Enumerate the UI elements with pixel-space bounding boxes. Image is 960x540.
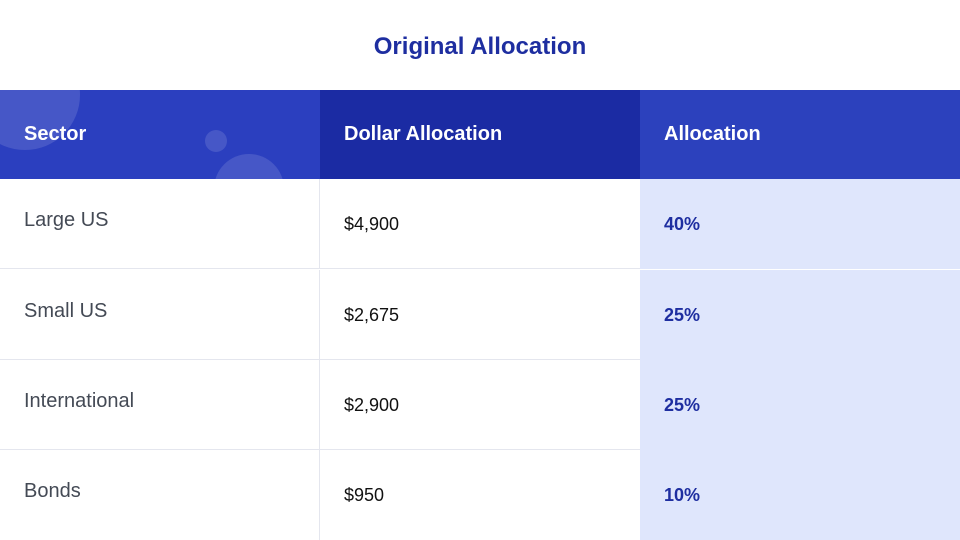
dollar-cell: $4,900	[344, 213, 400, 234]
header-dollar-allocation: Dollar Allocation	[320, 90, 640, 179]
table-header-row: Sector Dollar Allocation Allocation	[0, 90, 960, 179]
sector-cell: Small US	[0, 270, 320, 360]
header-allocation-label: Allocation	[664, 123, 761, 145]
page-title: Original Allocation	[373, 33, 587, 60]
table-row: Large US $4,900 40%	[0, 179, 960, 269]
decorative-circle	[214, 154, 284, 179]
allocation-cell: 10%	[640, 450, 960, 540]
table-row: Small US $2,675 25%	[0, 270, 960, 360]
dollar-cell: $950	[344, 484, 385, 505]
header-sector: Sector	[0, 90, 320, 179]
allocation-cell: 25%	[640, 360, 960, 450]
allocation-cell: 40%	[640, 179, 960, 269]
header-dollar-label: Dollar Allocation	[344, 123, 503, 145]
decorative-circle	[205, 130, 227, 152]
allocation-cell: 25%	[640, 270, 960, 360]
dollar-cell: $2,675	[344, 304, 400, 325]
sector-cell: Large US	[0, 179, 320, 269]
allocation-table: Sector Dollar Allocation Allocation Larg…	[0, 90, 960, 540]
table-row: International $2,900 25%	[0, 360, 960, 450]
table-row: Bonds $950 10%	[0, 450, 960, 540]
header-sector-label: Sector	[24, 123, 87, 145]
sector-cell: International	[0, 360, 320, 450]
sector-cell: Bonds	[0, 450, 320, 540]
dollar-cell: $2,900	[344, 394, 400, 415]
header-allocation: Allocation	[640, 90, 960, 179]
